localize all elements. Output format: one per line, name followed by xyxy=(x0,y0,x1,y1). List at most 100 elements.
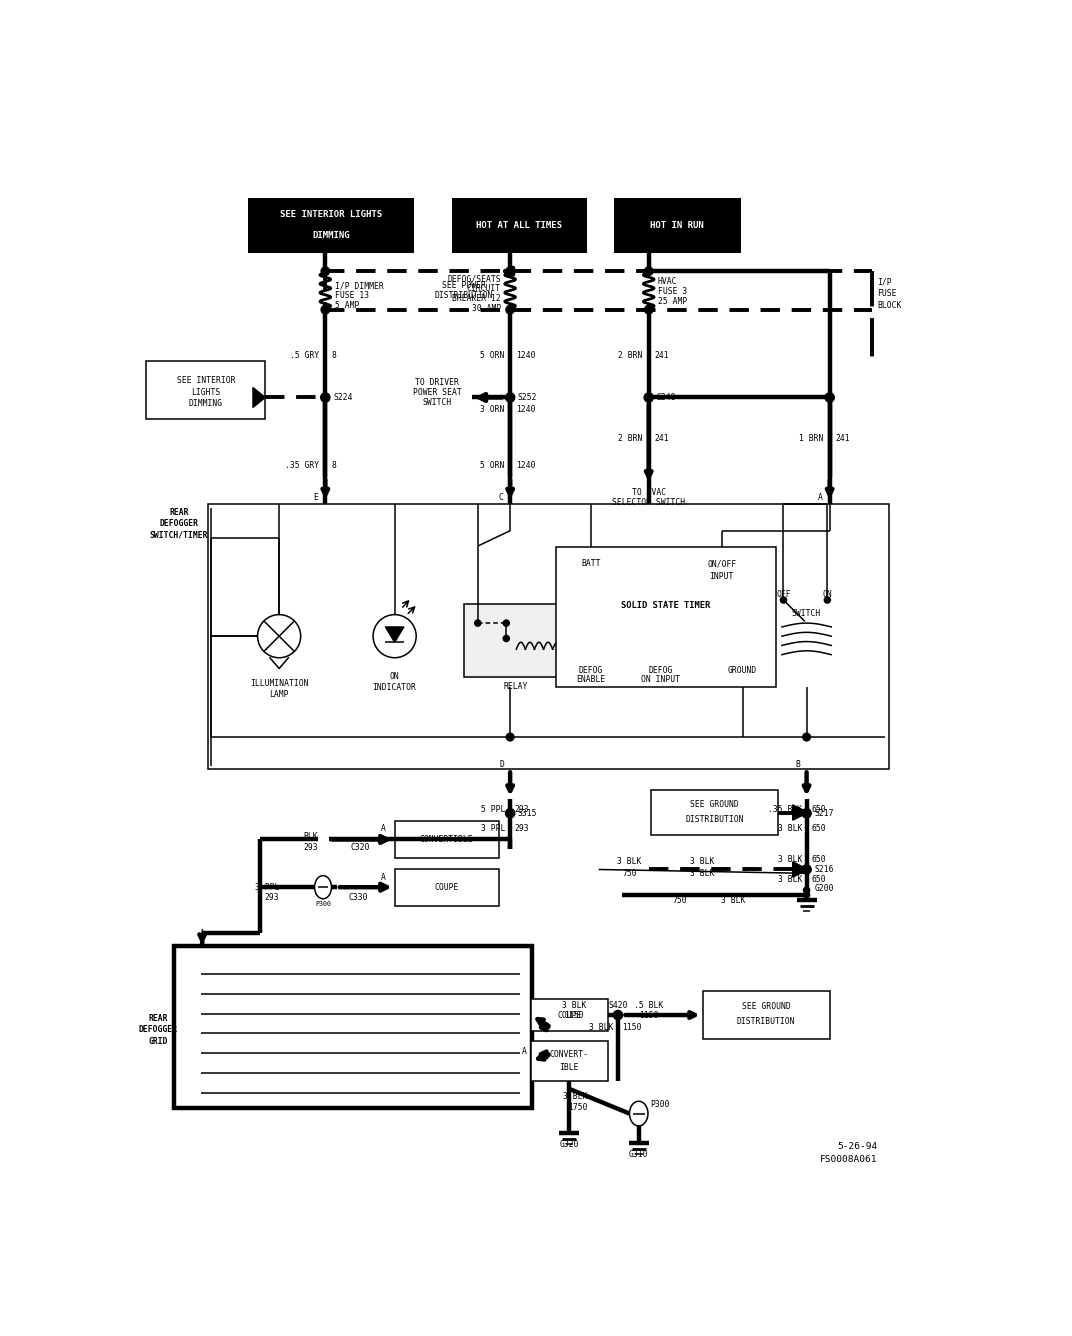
Text: SEE INTERIOR LIGHTS: SEE INTERIOR LIGHTS xyxy=(280,210,382,219)
Text: BLK: BLK xyxy=(303,832,317,840)
Circle shape xyxy=(506,733,513,741)
Text: S216: S216 xyxy=(815,864,834,874)
Text: A: A xyxy=(381,872,386,882)
Text: ON/OFF: ON/OFF xyxy=(708,560,736,568)
Text: S217: S217 xyxy=(815,808,834,818)
Text: GRID: GRID xyxy=(149,1037,168,1046)
Text: 30 AMP: 30 AMP xyxy=(472,305,501,314)
Circle shape xyxy=(506,393,515,402)
Text: S224: S224 xyxy=(333,393,353,402)
Text: 3 ORN: 3 ORN xyxy=(479,405,504,414)
Text: G310: G310 xyxy=(629,1150,649,1158)
Text: BATT: BATT xyxy=(581,560,600,568)
Text: 3 BLK: 3 BLK xyxy=(777,855,802,864)
Text: HVAC: HVAC xyxy=(658,278,678,286)
Bar xyxy=(614,198,741,254)
Polygon shape xyxy=(253,387,265,407)
Text: C320: C320 xyxy=(351,843,370,851)
Text: S248: S248 xyxy=(656,393,676,402)
Text: 3 BLK: 3 BLK xyxy=(721,896,746,904)
Text: 2 BRN: 2 BRN xyxy=(619,434,642,442)
Text: 750: 750 xyxy=(622,868,637,878)
Text: SWITCH/TIMER: SWITCH/TIMER xyxy=(150,530,208,538)
Text: LAMP: LAMP xyxy=(269,691,288,699)
Bar xyxy=(394,868,498,906)
Text: FUSE 13: FUSE 13 xyxy=(334,291,369,301)
Circle shape xyxy=(506,808,515,818)
Text: 1150: 1150 xyxy=(564,1011,584,1021)
Text: 3 BLK: 3 BLK xyxy=(690,858,715,866)
Text: FS0008A061: FS0008A061 xyxy=(820,1156,877,1164)
Text: SOLID STATE TIMER: SOLID STATE TIMER xyxy=(622,601,711,611)
Text: DISTRIBUTION: DISTRIBUTION xyxy=(434,291,493,301)
Text: 241: 241 xyxy=(836,434,850,442)
Text: BREAKER 12: BREAKER 12 xyxy=(452,294,501,303)
Text: .35 BLK: .35 BLK xyxy=(768,804,802,814)
Text: CONVERT-: CONVERT- xyxy=(550,1050,589,1059)
Bar xyxy=(174,946,532,1108)
Text: E: E xyxy=(314,493,318,502)
Circle shape xyxy=(322,306,329,314)
Text: DEFOG: DEFOG xyxy=(649,665,672,675)
Text: HOT IN RUN: HOT IN RUN xyxy=(651,222,704,230)
Text: HOT AT ALL TIMES: HOT AT ALL TIMES xyxy=(476,222,563,230)
Text: BLOCK: BLOCK xyxy=(877,301,902,310)
Bar xyxy=(531,999,608,1031)
Circle shape xyxy=(503,620,509,627)
Circle shape xyxy=(825,393,834,402)
Text: CIRCUIT: CIRCUIT xyxy=(466,285,501,294)
Circle shape xyxy=(780,597,787,603)
Text: 3 BLK: 3 BLK xyxy=(563,1092,587,1101)
Text: REAR: REAR xyxy=(169,509,189,517)
Text: A: A xyxy=(522,1047,527,1057)
Text: DISTRIBUTION: DISTRIBUTION xyxy=(736,1018,795,1026)
Text: .35 GRY: .35 GRY xyxy=(285,461,319,470)
Text: ILLUMINATION: ILLUMINATION xyxy=(250,680,309,688)
Circle shape xyxy=(644,267,653,275)
Text: SEE POWER: SEE POWER xyxy=(442,282,486,290)
Text: POWER SEAT: POWER SEAT xyxy=(413,387,461,397)
Text: 5-26-94: 5-26-94 xyxy=(837,1142,877,1152)
Text: I/P DIMMER: I/P DIMMER xyxy=(334,282,384,290)
Text: 650: 650 xyxy=(812,824,825,834)
Text: A: A xyxy=(818,493,823,502)
Circle shape xyxy=(644,306,653,314)
Bar xyxy=(464,604,568,677)
Text: S252: S252 xyxy=(518,393,537,402)
Text: FUSE 3: FUSE 3 xyxy=(658,287,687,297)
Text: C330: C330 xyxy=(348,894,368,903)
Text: P300: P300 xyxy=(651,1100,670,1109)
Text: 1150: 1150 xyxy=(639,1011,658,1021)
Text: 1240: 1240 xyxy=(517,405,536,414)
Text: 5 ORN: 5 ORN xyxy=(479,461,504,470)
Text: SELECTOR SWITCH: SELECTOR SWITCH xyxy=(612,498,685,506)
Text: COUPE: COUPE xyxy=(434,883,459,891)
Text: 3 BLK: 3 BLK xyxy=(777,875,802,884)
Text: CONVERTIBLE: CONVERTIBLE xyxy=(419,835,473,844)
Bar xyxy=(394,822,498,858)
Text: DIMMING: DIMMING xyxy=(312,231,349,240)
Text: 8: 8 xyxy=(331,351,337,361)
Text: RELAY: RELAY xyxy=(504,681,528,691)
Circle shape xyxy=(804,892,809,898)
Text: 241: 241 xyxy=(655,351,670,361)
Text: DEFOG: DEFOG xyxy=(579,665,604,675)
Circle shape xyxy=(503,636,509,641)
Bar xyxy=(531,1041,608,1081)
Text: SEE GROUND: SEE GROUND xyxy=(690,799,739,808)
Bar xyxy=(249,198,414,254)
Text: G200: G200 xyxy=(815,884,834,894)
Text: 650: 650 xyxy=(812,875,825,884)
Text: 3 BLK: 3 BLK xyxy=(562,1001,586,1010)
Text: A: A xyxy=(199,929,205,938)
Circle shape xyxy=(804,887,809,894)
Text: DEFOG/SEATS: DEFOG/SEATS xyxy=(447,274,501,283)
Circle shape xyxy=(613,1010,623,1019)
Circle shape xyxy=(802,864,812,874)
Text: 3 BLK: 3 BLK xyxy=(617,858,642,866)
Text: 650: 650 xyxy=(812,855,825,864)
Text: 1 BRN: 1 BRN xyxy=(799,434,823,442)
Text: FUSE: FUSE xyxy=(877,289,897,298)
Text: 8: 8 xyxy=(331,461,337,470)
Circle shape xyxy=(802,808,812,818)
